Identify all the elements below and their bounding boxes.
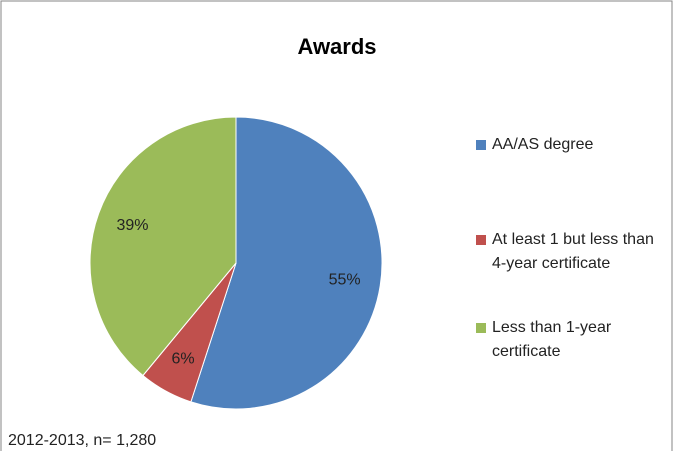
legend-entry: AA/AS degree xyxy=(476,133,656,157)
legend-label: At least 1 but less than 4-year certific… xyxy=(492,231,654,272)
legend-swatch xyxy=(476,140,486,150)
pie-slice xyxy=(190,116,383,410)
legend-label: AA/AS degree xyxy=(492,136,594,153)
legend-entry: At least 1 but less than 4-year certific… xyxy=(476,228,656,276)
legend-swatch xyxy=(476,323,486,333)
legend-label: Less than 1-year certificate xyxy=(492,319,612,360)
data-label: 39% xyxy=(116,217,148,234)
annotation: 2012-2013, n= 1,280 xyxy=(8,432,156,449)
data-label: 6% xyxy=(171,351,194,368)
pie-slice xyxy=(89,116,237,377)
legend-entry: Less than 1-year certificate xyxy=(476,316,656,364)
legend-swatch xyxy=(476,235,486,245)
chart-title: Awards xyxy=(297,34,376,59)
data-label: 55% xyxy=(329,271,361,288)
